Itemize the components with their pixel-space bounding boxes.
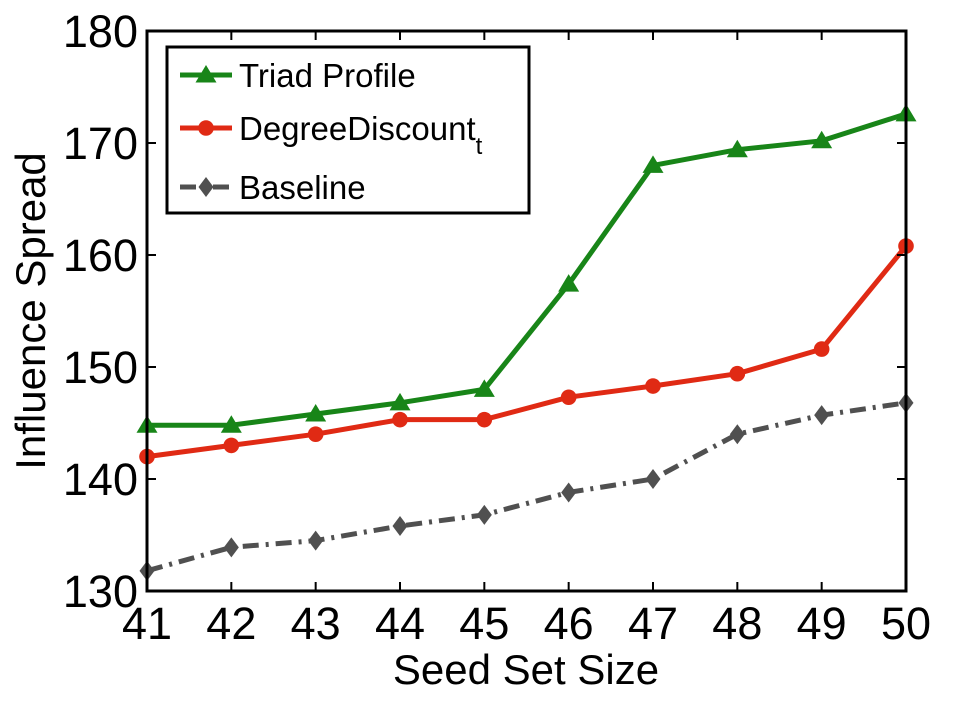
data-point-degreediscount-49 (813, 341, 830, 357)
x-tick-label-49: 49 (797, 598, 847, 649)
x-tick-label-47: 47 (628, 598, 678, 649)
y-axis-label: Influence Spread (7, 152, 54, 470)
plot-frame (145, 29, 908, 593)
legend-label-subscript: t (476, 133, 483, 160)
data-point-degreediscount-45 (476, 411, 493, 428)
data-point-degreediscount-47 (645, 378, 661, 394)
data-point-triad-profile-47 (642, 155, 664, 173)
x-tick-label-46: 46 (544, 598, 594, 649)
legend-label-baseline: Baseline (239, 169, 366, 206)
data-point-degreediscount-43 (307, 426, 324, 443)
data-point-triad-profile-48 (726, 139, 748, 158)
axis-ticks: 41 42 43 44 45 46 47 48 49 50 130 140 150 160 170 180 (63, 6, 931, 649)
y-tick-label-180: 180 (63, 6, 138, 57)
chart-marks (136, 103, 917, 581)
data-point-baseline-45 (476, 504, 492, 525)
data-point-triad-profile-46 (558, 274, 580, 292)
y-tick-label-160: 160 (63, 230, 138, 281)
data-point-degreediscount-44 (392, 411, 408, 428)
x-tick-label-42: 42 (206, 598, 256, 649)
x-tick-label-48: 48 (712, 598, 762, 649)
x-tick-label-43: 43 (291, 598, 341, 649)
data-point-triad-profile-43 (305, 404, 327, 422)
y-tick-label-150: 150 (63, 342, 138, 393)
series-triad-profile (136, 103, 917, 433)
data-point-triad-profile-49 (811, 130, 833, 149)
x-tick-label-45: 45 (459, 598, 509, 649)
data-point-baseline-47 (645, 469, 661, 489)
data-point-triad-profile-45 (473, 379, 495, 397)
series-line-triad-profile (147, 111, 907, 428)
data-point-degreediscount-48 (729, 365, 746, 382)
x-tick-label-41: 41 (122, 598, 172, 649)
x-axis-label: Seed Set Size (393, 646, 659, 693)
data-point-triad-profile-44 (389, 392, 411, 411)
data-point-baseline-46 (561, 482, 577, 503)
y-tick-label-170: 170 (63, 118, 138, 169)
x-tick-label-50: 50 (881, 598, 931, 649)
y-tick-label-130: 130 (63, 566, 138, 617)
x-tick-label-44: 44 (375, 598, 425, 649)
data-point-degreediscount-42 (223, 437, 240, 454)
data-point-baseline-48 (729, 424, 745, 445)
data-point-baseline-49 (814, 405, 830, 426)
series-degreediscount (139, 238, 914, 465)
data-point-baseline-44 (392, 516, 408, 537)
data-point-triad-profile-42 (220, 415, 242, 433)
series-line-degreediscount (146, 244, 908, 460)
data-point-degreediscount-46 (560, 389, 577, 406)
y-tick-label-140: 140 (63, 454, 138, 505)
data-point-baseline-43 (308, 530, 324, 551)
data-point-baseline-42 (223, 537, 239, 558)
series-baseline (139, 392, 914, 581)
series-line-baseline (146, 400, 907, 574)
legend-marker-degreediscount (198, 120, 214, 136)
legend-label-triad-profile: Triad Profile (239, 57, 416, 94)
legend-marker-triad-profile (195, 65, 217, 83)
legend-marker-baseline (198, 177, 214, 197)
